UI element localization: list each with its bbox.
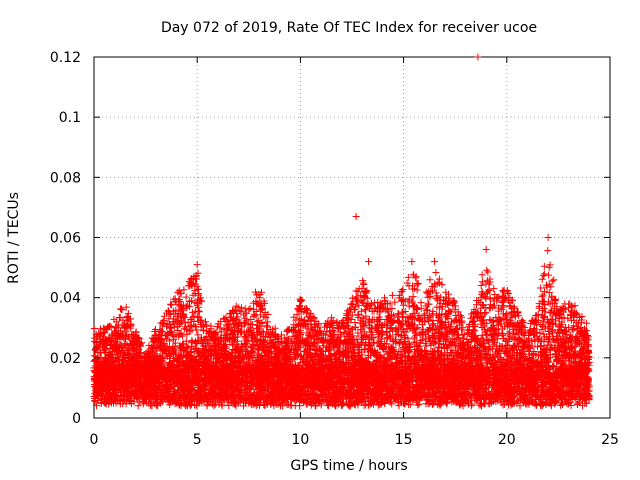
data-points — [90, 53, 593, 410]
data-point — [544, 247, 552, 255]
data-point — [194, 331, 202, 339]
data-point — [388, 304, 396, 312]
data-point — [355, 301, 363, 309]
data-point — [569, 325, 577, 333]
data-point — [410, 325, 418, 333]
data-point — [483, 266, 491, 274]
data-point — [166, 337, 174, 345]
data-point — [446, 307, 454, 315]
data-point — [582, 319, 590, 327]
data-point — [90, 325, 98, 333]
data-point — [423, 307, 431, 315]
data-point — [354, 329, 362, 337]
data-point — [391, 298, 399, 306]
data-point — [182, 293, 190, 301]
data-point — [361, 306, 369, 314]
data-point — [485, 304, 493, 312]
data-point — [550, 276, 558, 284]
data-point — [442, 324, 450, 332]
